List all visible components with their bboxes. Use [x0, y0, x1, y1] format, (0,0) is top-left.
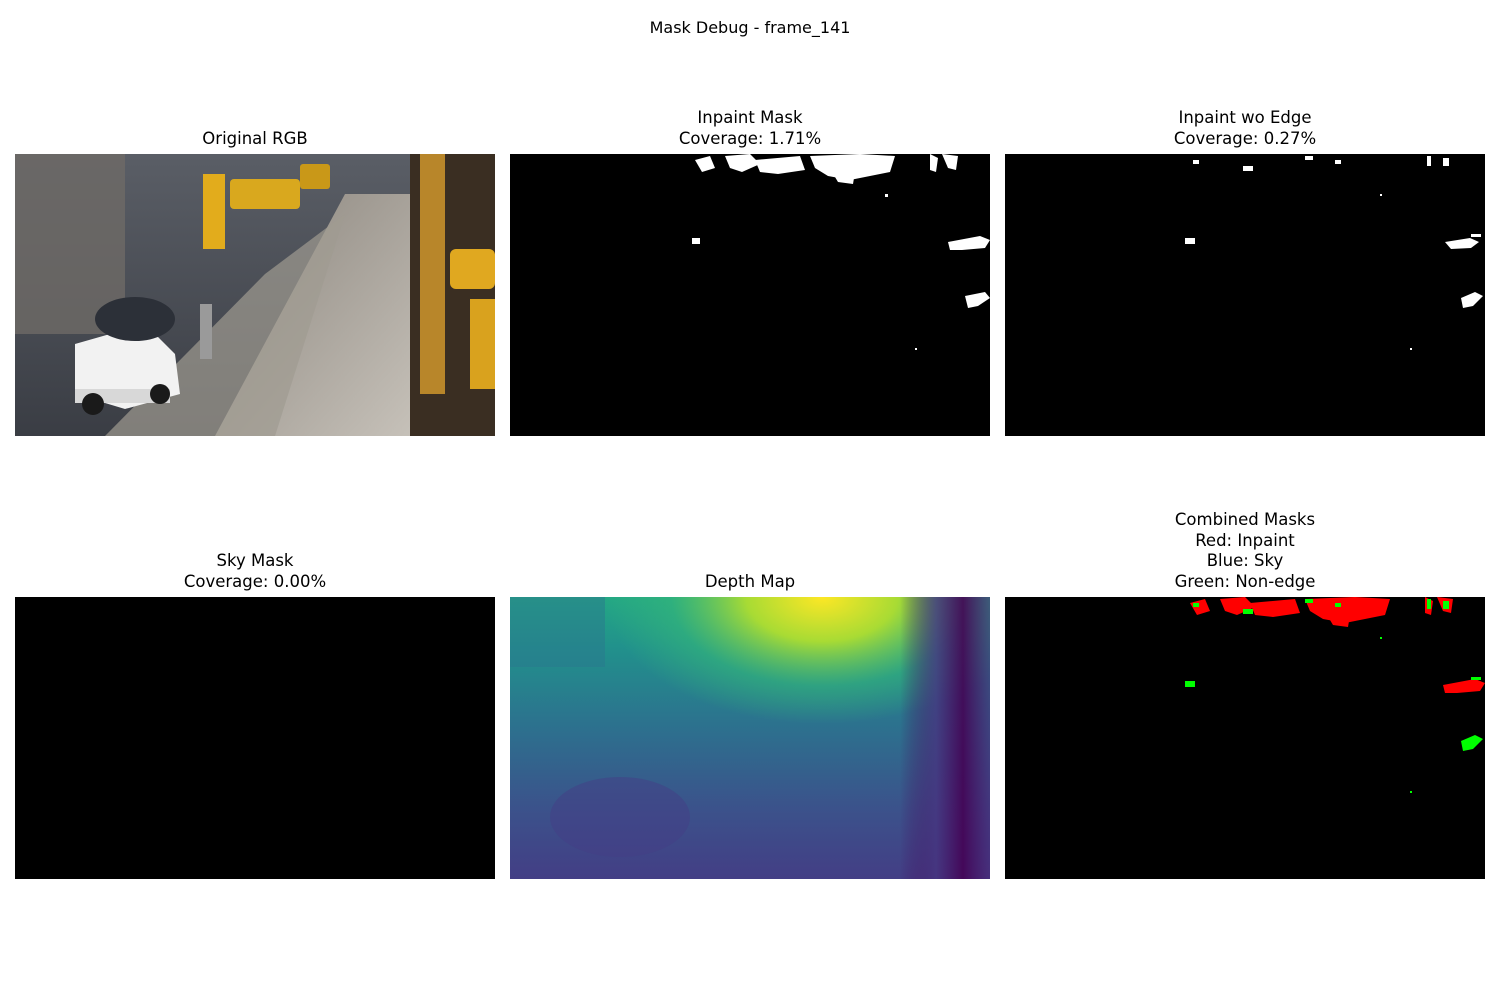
- sky-mask: [15, 597, 495, 879]
- depth-map: [510, 597, 990, 879]
- sky-mask-image: [15, 597, 495, 879]
- combined-masks-image: [1005, 597, 1485, 879]
- panel-sky-mask: Sky Mask Coverage: 0.00%: [15, 551, 495, 879]
- panel-title: Original RGB: [202, 128, 308, 148]
- inpaint-mask: [510, 154, 990, 436]
- panel-title: Depth Map: [704, 571, 796, 591]
- panel-title: Inpaint Mask Coverage: 1.71%: [678, 108, 822, 148]
- figure-title: Mask Debug - frame_141: [649, 18, 851, 37]
- street-scene-photo: [15, 154, 495, 436]
- original-rgb-image: [15, 154, 495, 436]
- panel-inpaint-wo-edge: Inpaint wo Edge Coverage: 0.27%: [1005, 108, 1485, 436]
- inpaint-wo-edge-mask: [1005, 154, 1485, 436]
- panel-depth-map: Depth Map: [510, 572, 990, 879]
- combined-masks-overlay: [1005, 597, 1485, 879]
- panel-title: Combined Masks Red: Inpaint Blue: Sky Gr…: [1174, 510, 1316, 591]
- panel-original-rgb: Original RGB: [15, 129, 495, 436]
- panel-title: Inpaint wo Edge Coverage: 0.27%: [1173, 108, 1317, 148]
- panel-title: Sky Mask Coverage: 0.00%: [183, 551, 327, 591]
- inpaint-wo-edge-image: [1005, 154, 1485, 436]
- panel-inpaint-mask: Inpaint Mask Coverage: 1.71%: [510, 108, 990, 436]
- depth-map-image: [510, 597, 990, 879]
- inpaint-mask-image: [510, 154, 990, 436]
- panel-combined-masks: Combined Masks Red: Inpaint Blue: Sky Gr…: [1005, 510, 1485, 879]
